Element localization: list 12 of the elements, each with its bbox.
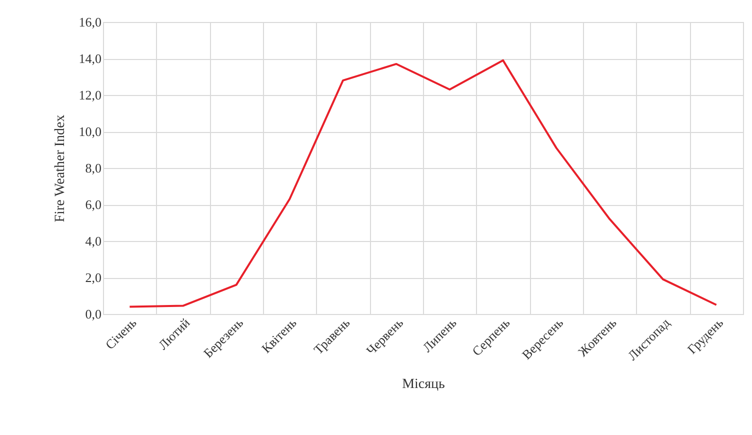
y-tick-label: 14,0 (78, 51, 102, 66)
line-series (128, 59, 718, 308)
y-tick-label: 12,0 (78, 88, 102, 102)
y-tick-label: 2,0 (85, 270, 102, 285)
y-axis-title: Fire Weather Index (52, 114, 68, 222)
y-tick-label: 16,0 (78, 14, 102, 30)
y-tick-label: 4,0 (85, 234, 102, 248)
y-tick-label: 10,0 (78, 124, 102, 139)
y-tick-label: 0,0 (85, 306, 102, 322)
y-tick-label: 8,0 (85, 160, 102, 176)
x-axis-title: Місяць (402, 377, 445, 392)
y-tick-label: 6,0 (85, 197, 102, 212)
